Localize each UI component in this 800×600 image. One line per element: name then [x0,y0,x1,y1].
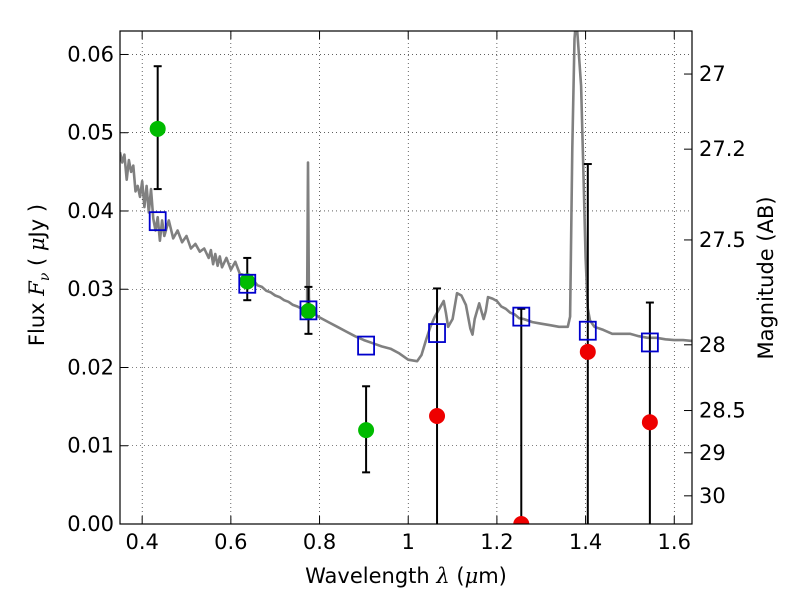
y-axis-label: Flux Fν ( μJy ) [25,204,53,346]
photometry-point [239,273,256,290]
y-tick-label: 0.03 [67,277,114,301]
x-tick-label: 0.6 [214,530,247,554]
y-tick-label: 0.04 [67,199,114,223]
plot-frame [119,30,693,525]
y2-tick-label: 27 [699,62,726,86]
photometry-point [429,408,446,425]
photometry-point [641,414,658,431]
x-tick-label: 0.4 [125,530,158,554]
photometry-point [358,422,375,439]
plot-area [120,31,692,524]
model-flux-square [299,300,318,321]
model-flux-square [238,273,257,294]
x-axis-label: Wavelength λ (μm) [305,564,507,588]
grid-lines [120,31,692,525]
photometry-point [300,303,317,320]
x-tick-label: 1.2 [480,530,513,554]
photometry-point [579,343,596,360]
y2-tick-label: 27.5 [699,228,746,252]
y2-tick-label: 29 [699,441,726,465]
x-tick-label: 1 [402,530,415,554]
y-tick-label: 0.06 [67,42,114,66]
model-spectrum-line [120,31,692,363]
model-flux-square [512,306,531,327]
x-tick-label: 0.8 [303,530,336,554]
y2-tick-label: 28 [699,333,726,357]
y-tick-label: 0.01 [67,434,114,458]
y2-tick-label: 28.5 [699,399,746,423]
y2-tick-label: 30 [699,484,726,508]
model-flux-square [357,335,375,356]
photometry-point [513,516,530,524]
model-flux-square [578,320,597,341]
model-flux-square [148,211,167,232]
axis-ticks: 0.4 0.6 0.8 1 1.2 1.4 1.6 0.00 0.01 0.02 0.03 0.04 0… [67,31,746,554]
model-flux-square [640,332,659,353]
y-tick-label: 0.02 [67,355,114,379]
right-axis-label: Magnitude (AB) [754,196,778,359]
photometry-point [149,120,166,137]
y-tick-label: 0.00 [67,512,114,536]
y2-tick-label: 27.2 [699,137,746,161]
y-tick-label: 0.05 [67,121,114,145]
x-tick-label: 1.6 [658,530,691,554]
model-flux-square [428,323,446,343]
x-tick-label: 1.4 [569,530,602,554]
